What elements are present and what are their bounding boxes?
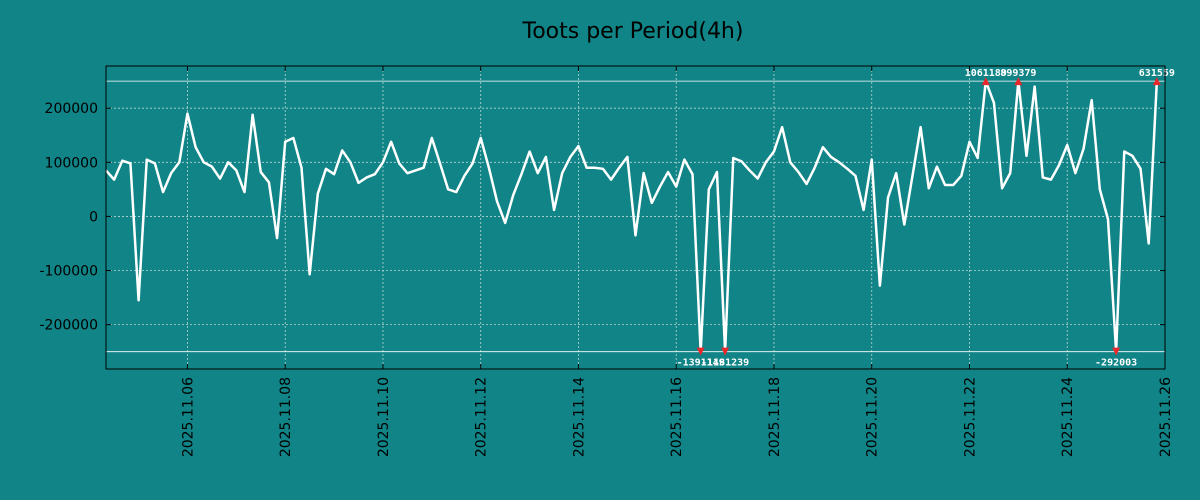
trough-marker [721,347,730,356]
peak-marker [981,77,990,86]
x-tick-label: 2025.11.20 [865,377,881,457]
series-line-toots [105,79,1159,353]
annotation-label: -1391149 [677,358,725,369]
annotation-label: 899379 [1000,68,1036,79]
x-tick-label: 2025.11.26 [1158,377,1174,457]
annotation-label: -1181239 [701,358,749,369]
x-tick-label: 2025.11.08 [278,377,294,457]
series-layer [105,79,1159,353]
peak-marker [1152,77,1161,86]
trough-marker [696,347,705,356]
annotation-label: 1061189 [965,68,1007,79]
x-tick-label: 2025.11.18 [767,377,783,457]
x-tick-label: 2025.11.14 [571,377,587,457]
markers-layer [696,77,1161,356]
x-axis-ticks: 2025.11.06 2025.11.08 2025.11.10 2025.11.12… [180,66,1174,457]
trough-marker [1112,347,1121,356]
y-axis-ticks: -200000 -100000 0 100000 200000 [40,101,1165,334]
y-tick-label: 200000 [45,101,98,117]
x-tick-label: 2025.11.24 [1060,377,1076,457]
y-tick-label: -200000 [40,318,99,334]
x-tick-label: 2025.11.10 [376,377,392,457]
y-tick-label: -100000 [40,264,99,280]
grid-lines [106,66,1166,369]
annotation-label: 631559 [1139,68,1175,79]
y-tick-label: 100000 [45,155,98,171]
chart-title: Toots per Period(4h) [522,19,744,44]
plot-frame [105,65,1166,370]
x-tick-label: 2025.11.22 [962,377,978,457]
y-tick-label: 0 [89,209,98,225]
x-tick-label: 2025.11.12 [474,377,490,457]
peak-marker [1014,77,1023,86]
clip-lines [106,80,1165,353]
annotation-label: -292003 [1095,358,1137,369]
x-tick-label: 2025.11.06 [180,377,196,457]
x-tick-label: 2025.11.16 [669,377,685,457]
